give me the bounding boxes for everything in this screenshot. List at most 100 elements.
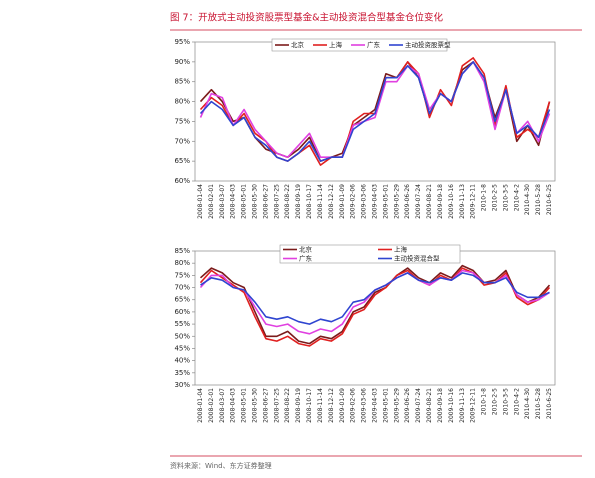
x-tick-label: 2010-4-2 <box>513 388 520 415</box>
x-tick-label: 2010-4-2 <box>513 184 520 211</box>
x-tick-label: 2009-03-06 <box>361 184 368 219</box>
x-tick-label: 2009-02-06 <box>350 388 357 423</box>
series-line <box>199 61 551 162</box>
x-tick-label: 2008-02-01 <box>208 388 215 423</box>
y-tick-label: 65% <box>174 157 190 165</box>
x-tick-label: 2008-11-14 <box>317 184 324 219</box>
legend-label: 主动投资股票型 <box>405 40 451 49</box>
y-tick-label: 35% <box>174 369 190 377</box>
x-tick-label: 2009-05-29 <box>393 388 400 423</box>
legend-label: 上海 <box>329 40 343 49</box>
x-tick-label: 2009-06-26 <box>404 184 411 219</box>
y-tick-label: 50% <box>174 332 190 340</box>
x-tick-label: 2008-01-04 <box>197 184 204 219</box>
x-tick-label: 2010-2-5 <box>492 184 499 211</box>
x-tick-label: 2009-05-29 <box>393 184 400 219</box>
x-tick-label: 2010-6-25 <box>546 388 553 419</box>
x-tick-label: 2008-03-07 <box>219 184 226 219</box>
x-tick-label: 2010-1-8 <box>481 388 488 415</box>
x-tick-label: 2010-1-8 <box>481 184 488 211</box>
x-tick-label: 2009-11-13 <box>459 388 466 423</box>
x-tick-label: 2009-11-13 <box>459 184 466 219</box>
x-tick-label: 2009-04-03 <box>372 184 379 219</box>
x-tick-label: 2008-08-22 <box>284 388 291 423</box>
x-tick-label: 2010-3-5 <box>502 388 509 415</box>
x-tick-label: 2008-05-30 <box>252 388 259 423</box>
x-tick-label: 2010-6-25 <box>546 184 553 215</box>
legend-label: 广东 <box>299 254 313 263</box>
x-tick-label: 2009-04-03 <box>372 388 379 423</box>
x-tick-label: 2008-05-01 <box>241 184 248 219</box>
legend-label: 北京 <box>291 40 305 49</box>
y-tick-label: 70% <box>174 137 190 145</box>
legend-label: 广东 <box>367 40 381 49</box>
x-tick-label: 2008-10-17 <box>306 184 313 219</box>
series-line <box>199 264 551 345</box>
x-tick-label: 2008-04-03 <box>230 184 237 219</box>
legend-label: 北京 <box>299 245 313 254</box>
y-tick-label: 70% <box>174 284 190 292</box>
x-tick-label: 2008-05-01 <box>241 388 248 423</box>
x-tick-label: 2010-5-28 <box>535 184 542 215</box>
y-tick-label: 55% <box>174 320 190 328</box>
x-tick-label: 2009-01-09 <box>339 388 346 423</box>
y-tick-label: 95% <box>174 38 190 46</box>
source: 资料来源：Wind、东方证券整理 <box>170 461 272 470</box>
x-tick-label: 2009-08-21 <box>426 388 433 423</box>
x-tick-label: 2008-11-14 <box>317 388 324 423</box>
x-tick-label: 2008-07-25 <box>273 184 280 219</box>
x-tick-label: 2008-03-07 <box>219 388 226 423</box>
x-tick-label: 2008-05-30 <box>252 184 259 219</box>
y-tick-label: 30% <box>174 381 190 389</box>
x-tick-label: 2010-3-5 <box>502 184 509 211</box>
y-tick-label: 85% <box>174 78 190 86</box>
x-tick-label: 2009-12-11 <box>470 388 477 423</box>
y-tick-label: 75% <box>174 117 190 125</box>
x-tick-label: 2009-12-11 <box>470 184 477 219</box>
x-tick-label: 2008-08-22 <box>284 184 291 219</box>
x-tick-label: 2009-05-01 <box>382 388 389 423</box>
x-tick-label: 2009-01-09 <box>339 184 346 219</box>
x-tick-label: 2010-5-28 <box>535 388 542 419</box>
x-tick-label: 2008-02-01 <box>208 184 215 219</box>
y-tick-label: 40% <box>174 357 190 365</box>
x-tick-label: 2009-10-16 <box>448 184 455 219</box>
series-line <box>200 272 550 325</box>
x-tick-label: 2009-06-26 <box>404 388 411 423</box>
x-tick-label: 2009-02-06 <box>350 184 357 219</box>
x-tick-label: 2008-01-04 <box>197 388 204 423</box>
x-tick-label: 2008-09-19 <box>295 184 302 219</box>
legend-label: 上海 <box>394 245 408 254</box>
x-tick-label: 2008-09-19 <box>295 388 302 423</box>
x-tick-label: 2008-04-03 <box>230 388 237 423</box>
x-tick-label: 2008-06-27 <box>262 184 269 219</box>
x-tick-label: 2008-12-12 <box>328 184 335 219</box>
x-tick-label: 2009-03-06 <box>361 388 368 423</box>
figure-title: 图 7：开放式主动投资股票型基金&主动投资混合型基金仓位变化 <box>170 12 443 24</box>
y-tick-label: 80% <box>174 98 190 106</box>
legend-label: 主动投资混合型 <box>394 254 440 263</box>
y-tick-label: 90% <box>174 58 190 66</box>
x-tick-label: 2010-4-30 <box>524 388 531 419</box>
y-tick-label: 80% <box>174 259 190 267</box>
x-tick-label: 2008-10-17 <box>306 388 313 423</box>
x-tick-label: 2009-05-01 <box>382 184 389 219</box>
y-tick-label: 60% <box>174 177 190 185</box>
y-tick-label: 60% <box>174 308 190 316</box>
x-tick-label: 2010-4-30 <box>524 184 531 215</box>
y-tick-label: 45% <box>174 344 190 352</box>
x-tick-label: 2008-07-25 <box>273 388 280 423</box>
x-tick-label: 2010-2-5 <box>492 388 499 415</box>
y-tick-label: 75% <box>174 271 190 279</box>
x-tick-label: 2009-07-24 <box>415 184 422 219</box>
x-tick-label: 2009-08-21 <box>426 184 433 219</box>
x-tick-label: 2009-07-24 <box>415 388 422 423</box>
series-line <box>199 61 551 158</box>
y-tick-label: 85% <box>174 247 190 255</box>
x-tick-label: 2008-06-27 <box>262 388 269 423</box>
x-tick-label: 2008-12-12 <box>328 388 335 423</box>
x-tick-label: 2009-10-16 <box>448 388 455 423</box>
x-tick-label: 2009-09-18 <box>437 184 444 219</box>
x-tick-label: 2009-09-18 <box>437 388 444 423</box>
